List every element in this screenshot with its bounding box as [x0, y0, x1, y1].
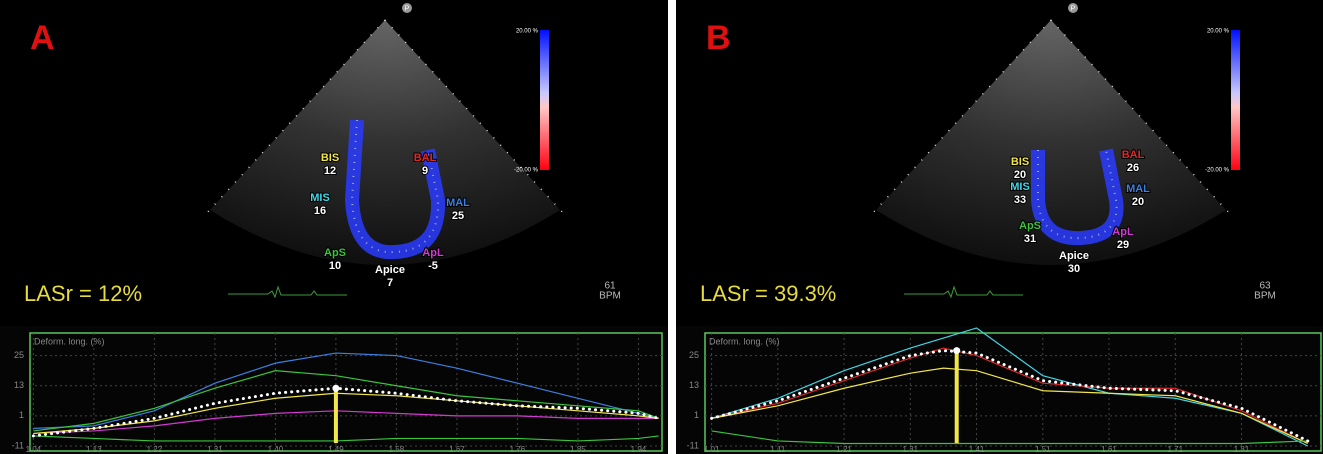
segment-name: BAL: [1122, 149, 1145, 161]
scale-bottom: -20.00 %: [1205, 168, 1230, 174]
segment-name: Apice: [375, 264, 405, 276]
segment-name: BIS: [1011, 156, 1029, 168]
segment-value: 33: [1014, 194, 1026, 206]
segment-name: MIS: [310, 192, 330, 204]
segment-name: ApL: [1112, 226, 1134, 238]
segment-name: MIS: [1010, 181, 1030, 193]
segment-name: MAL: [446, 197, 470, 209]
probe-marker-label: P: [1071, 5, 1076, 12]
segment-value: 9: [422, 165, 428, 177]
segment-value: 25: [452, 210, 464, 222]
segment-name: MAL: [1126, 183, 1150, 195]
y-tick-label: 1: [19, 410, 24, 420]
scale-bottom: -20.00 %: [514, 168, 539, 174]
lasr-value: LASr = 12%: [24, 281, 142, 306]
segment-value: 20: [1014, 169, 1026, 181]
segment-name: ApS: [324, 247, 346, 259]
segment-name: BIS: [321, 152, 339, 164]
y-tick-label: 25: [689, 350, 699, 360]
panel-letter: A: [30, 19, 55, 57]
segment-name: ApL: [422, 247, 444, 259]
screen: PA20.00 %-20.00 %BIS12MIS16ApS10Apice7Ap…: [0, 0, 1323, 454]
segment-value: 30: [1068, 263, 1080, 275]
y-tick-label: -11: [12, 440, 24, 450]
bpm-unit: BPM: [599, 291, 621, 302]
y-tick-label: 13: [14, 380, 24, 390]
segment-value: 7: [387, 277, 393, 289]
segment-value: 20: [1132, 196, 1144, 208]
panel-letter: B: [706, 19, 731, 57]
segment-value: 12: [324, 165, 336, 177]
segment-value: 10: [329, 260, 341, 272]
segment-value: 16: [314, 205, 326, 217]
y-tick-label: -11: [687, 440, 699, 450]
peak-point: [332, 385, 339, 392]
color-scale: [1231, 30, 1240, 170]
segment-value: -5: [428, 260, 438, 272]
segment-name: BAL: [414, 152, 437, 164]
segment-value: 31: [1024, 233, 1036, 245]
y-tick-label: 13: [689, 380, 699, 390]
segment-value: 29: [1117, 239, 1129, 251]
axis-label: Deform. long. (%): [34, 336, 105, 346]
color-scale: [540, 30, 549, 170]
bpm-unit: BPM: [1254, 291, 1276, 302]
segment-value: 26: [1127, 162, 1139, 174]
y-tick-label: 1: [694, 410, 699, 420]
scale-top: 20.00 %: [1207, 29, 1230, 35]
probe-marker-label: P: [405, 5, 410, 12]
scale-top: 20.00 %: [516, 29, 539, 35]
segment-name: ApS: [1019, 220, 1041, 232]
axis-label: Deform. long. (%): [709, 336, 780, 346]
lasr-value: LASr = 39.3%: [700, 281, 836, 306]
y-tick-label: 25: [14, 350, 24, 360]
peak-point: [953, 347, 960, 354]
segment-name: Apice: [1059, 250, 1089, 262]
